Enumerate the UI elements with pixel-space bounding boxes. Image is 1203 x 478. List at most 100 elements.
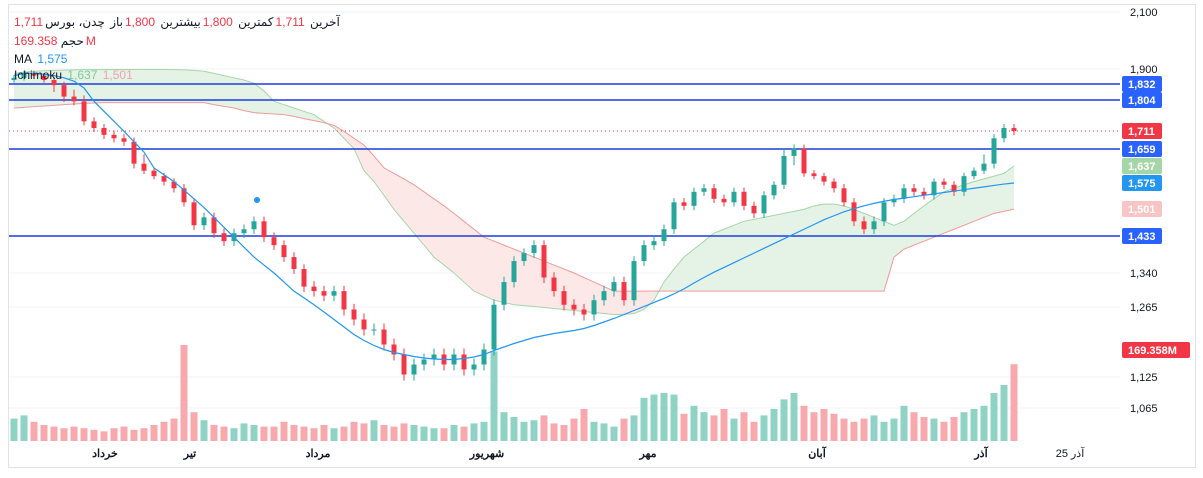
volume-bar[interactable] <box>470 423 478 441</box>
candle-body[interactable] <box>701 188 707 192</box>
candle-body[interactable] <box>551 277 557 292</box>
volume-bar[interactable] <box>310 428 318 441</box>
candle-body[interactable] <box>121 138 127 142</box>
volume-bar[interactable] <box>990 393 998 441</box>
candle-body[interactable] <box>181 188 187 203</box>
volume-bar[interactable] <box>720 409 728 441</box>
candle-body[interactable] <box>471 364 477 370</box>
candle-body[interactable] <box>621 282 627 301</box>
volume-bar[interactable] <box>860 418 868 441</box>
volume-bar[interactable] <box>170 418 178 441</box>
candle-body[interactable] <box>291 257 297 270</box>
volume-bar[interactable] <box>420 426 428 441</box>
volume-bar[interactable] <box>20 415 28 441</box>
volume-bar[interactable] <box>500 412 508 441</box>
volume-bar[interactable] <box>200 420 208 441</box>
volume-bar[interactable] <box>820 409 828 441</box>
candle-body[interactable] <box>821 176 827 182</box>
candle-body[interactable] <box>521 253 527 262</box>
volume-bar[interactable] <box>850 421 858 441</box>
candle-body[interactable] <box>61 85 67 97</box>
symbol-name[interactable]: چدن، بورس <box>45 15 105 29</box>
ma-line[interactable] <box>13 72 1015 361</box>
candle-body[interactable] <box>101 128 107 135</box>
volume-bar[interactable] <box>610 426 618 441</box>
volume-bar[interactable] <box>490 351 498 441</box>
candle-body[interactable] <box>871 221 877 230</box>
volume-bar[interactable] <box>910 412 918 441</box>
candle-body[interactable] <box>721 198 727 203</box>
candle-body[interactable] <box>641 245 647 262</box>
volume-bar[interactable] <box>880 421 888 441</box>
volume-bar[interactable] <box>900 405 908 441</box>
candle-body[interactable] <box>81 101 87 122</box>
candle-body[interactable] <box>1011 128 1017 131</box>
volume-bar[interactable] <box>90 429 98 441</box>
candle-body[interactable] <box>901 188 907 199</box>
volume-bar[interactable] <box>250 425 258 441</box>
candle-body[interactable] <box>241 229 247 234</box>
volume-bar[interactable] <box>560 425 568 441</box>
candle-body[interactable] <box>41 75 47 81</box>
candle-body[interactable] <box>921 191 927 196</box>
candle-body[interactable] <box>481 349 487 365</box>
candle-body[interactable] <box>841 188 847 203</box>
candle-body[interactable] <box>461 354 467 370</box>
candle-body[interactable] <box>171 181 177 189</box>
candle-body[interactable] <box>751 205 757 214</box>
volume-bar[interactable] <box>140 428 148 441</box>
volume-bar[interactable] <box>190 412 198 441</box>
candle-body[interactable] <box>361 319 367 330</box>
candle-body[interactable] <box>541 245 547 278</box>
volume-bar[interactable] <box>280 421 288 441</box>
candle-body[interactable] <box>781 155 787 185</box>
volume-bar[interactable] <box>700 412 708 441</box>
volume-bar[interactable] <box>50 426 58 441</box>
volume-bar[interactable] <box>80 428 88 441</box>
candle-body[interactable] <box>51 80 57 86</box>
candle-body[interactable] <box>761 195 767 214</box>
candle-body[interactable] <box>851 202 857 222</box>
candle-body[interactable] <box>371 329 377 331</box>
volume-bar[interactable] <box>180 345 188 441</box>
volume-bar[interactable] <box>130 429 138 441</box>
candle-body[interactable] <box>431 354 437 360</box>
volume-bar[interactable] <box>360 423 368 441</box>
candle-body[interactable] <box>741 191 747 206</box>
volume-bar[interactable] <box>30 421 38 441</box>
ichimoku-label[interactable]: Ichimoku <box>14 68 63 82</box>
volume-bar[interactable] <box>760 415 768 441</box>
volume-bar[interactable] <box>1010 364 1018 441</box>
ma-label[interactable]: MA <box>14 52 32 66</box>
volume-bar[interactable] <box>750 421 758 441</box>
volume-bar[interactable] <box>520 421 528 441</box>
candle-body[interactable] <box>831 181 837 189</box>
volume-bar[interactable] <box>260 426 268 441</box>
candle-body[interactable] <box>961 176 967 192</box>
candle-body[interactable] <box>861 221 867 230</box>
candle-body[interactable] <box>581 309 587 315</box>
volume-bar[interactable] <box>680 413 688 441</box>
candle-body[interactable] <box>251 221 257 230</box>
volume-bar[interactable] <box>950 417 958 441</box>
volume-bar[interactable] <box>320 425 328 441</box>
volume-bar[interactable] <box>60 428 68 441</box>
candle-body[interactable] <box>331 291 337 296</box>
candle-body[interactable] <box>691 191 697 206</box>
candle-body[interactable] <box>271 237 277 246</box>
candle-body[interactable] <box>631 261 637 301</box>
volume-bar[interactable] <box>160 421 168 441</box>
volume-bar[interactable] <box>550 423 558 441</box>
volume-bar[interactable] <box>630 415 638 441</box>
candle-body[interactable] <box>191 202 197 226</box>
candle-body[interactable] <box>661 229 667 242</box>
candle-body[interactable] <box>411 364 417 375</box>
volume-bar[interactable] <box>220 426 228 441</box>
volume-bar[interactable] <box>730 418 738 441</box>
volume-bar[interactable] <box>660 393 668 441</box>
volume-bar[interactable] <box>480 421 488 441</box>
volume-bar[interactable] <box>1000 385 1008 441</box>
volume-bar[interactable] <box>570 418 578 441</box>
volume-bar[interactable] <box>810 412 818 441</box>
